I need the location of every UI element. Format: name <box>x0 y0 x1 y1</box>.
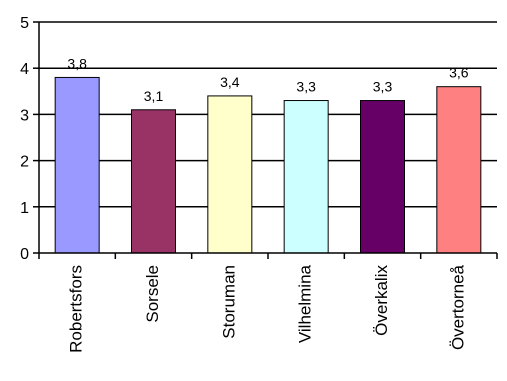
category-label-5: Övertorneå <box>448 264 467 350</box>
data-label-4: 3,3 <box>373 79 393 95</box>
bar-1 <box>131 109 176 254</box>
bar-4 <box>360 100 405 254</box>
labels: 0 1 2 3 4 5 3,8 3,1 3,4 3,3 3,3 3,6 Robertsfors Sorse… <box>20 15 469 353</box>
axes <box>33 21 498 259</box>
category-label-2: Storuman <box>219 265 238 339</box>
data-label-1: 3,1 <box>144 88 164 104</box>
y-tick-label-0: 0 <box>20 246 29 263</box>
bar-0 <box>54 76 100 254</box>
category-label-1: Sorsele <box>143 265 162 323</box>
bars <box>54 76 482 254</box>
data-label-2: 3,4 <box>220 74 240 90</box>
data-label-3: 3,3 <box>296 79 316 95</box>
y-tick-label-2: 2 <box>20 154 29 171</box>
category-label-3: Vilhelmina <box>296 264 315 343</box>
y-tick-label-4: 4 <box>20 61 29 78</box>
category-label-0: Robertsfors <box>67 265 86 353</box>
bar-2 <box>207 95 253 254</box>
gridlines <box>39 21 497 208</box>
y-tick-label-5: 5 <box>20 15 29 32</box>
data-label-5: 3,6 <box>449 65 469 81</box>
bar-5 <box>436 86 482 254</box>
data-label-0: 3,8 <box>67 55 87 71</box>
category-label-4: Överkalix <box>372 265 391 336</box>
y-tick-label-1: 1 <box>20 200 29 217</box>
y-tick-label-3: 3 <box>20 107 29 124</box>
bar-3 <box>283 100 329 254</box>
